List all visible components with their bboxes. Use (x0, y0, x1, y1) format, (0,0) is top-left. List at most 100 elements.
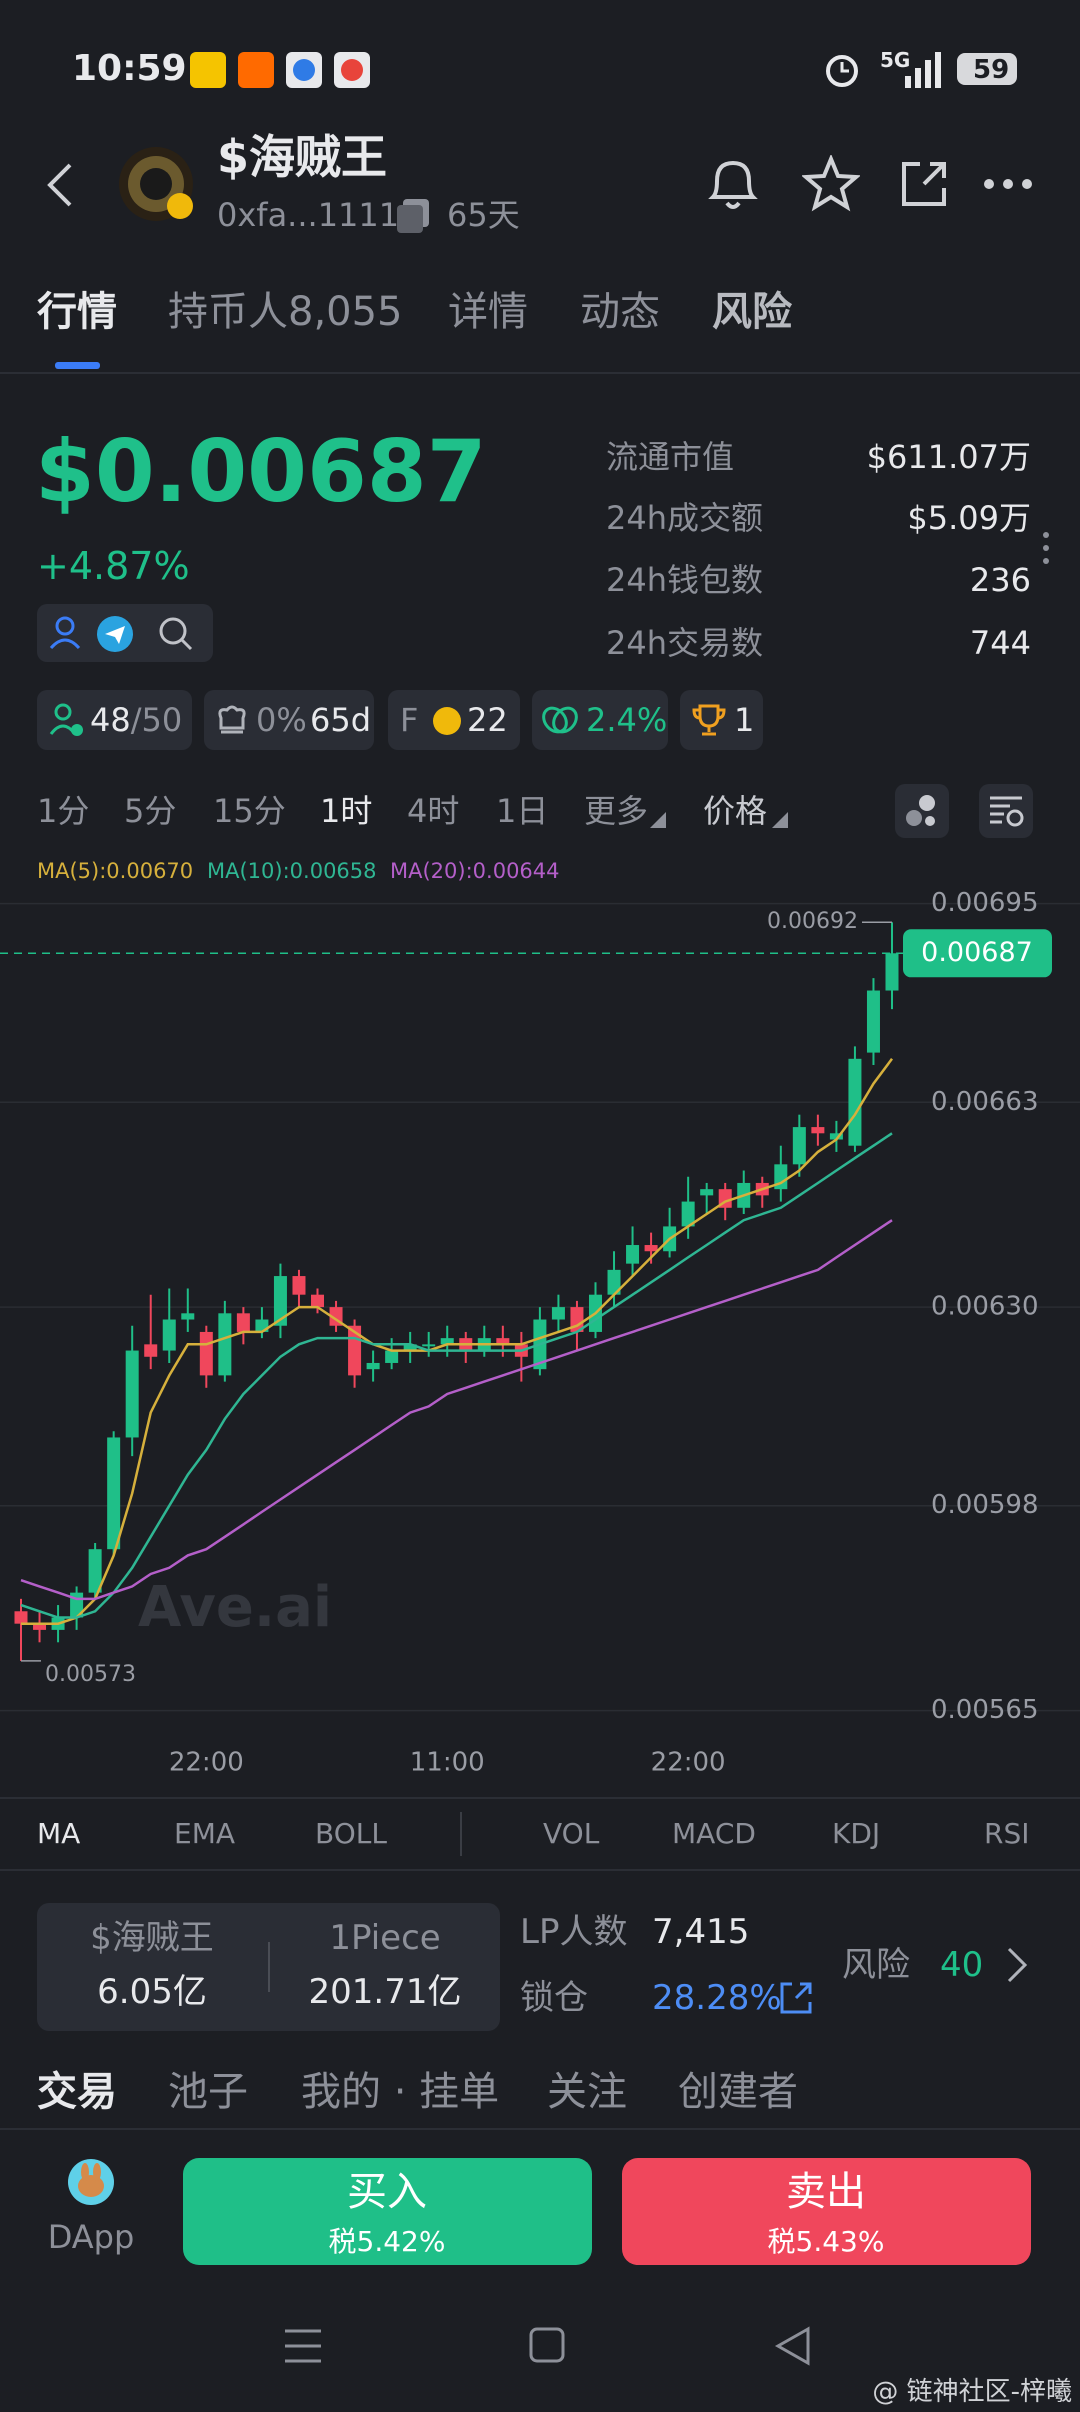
holders-max: /50 (130, 701, 183, 739)
candle-body (88, 1549, 102, 1593)
interval[interactable]: 1分 (37, 792, 90, 830)
more-icon[interactable] (983, 174, 1035, 194)
external-link-icon[interactable] (778, 1980, 814, 2016)
stat-label: 24h成交额 (606, 499, 764, 537)
x-tick-label: 22:00 (651, 1748, 726, 1778)
divider (0, 1797, 1080, 1799)
buy-tax: 税5.42% (328, 2225, 446, 2258)
candle-body (681, 1201, 695, 1227)
dropdown-arrow (772, 812, 788, 828)
bottom-tab[interactable]: 池子 (168, 2069, 248, 2115)
battery (957, 53, 1017, 85)
candle-body (14, 1611, 28, 1624)
legend-entry: MA(5):0.00670 (37, 859, 193, 883)
separator (268, 1942, 270, 1992)
token-age: 65天 (447, 196, 520, 234)
candle-body (366, 1362, 380, 1370)
settings-icon (990, 796, 1024, 827)
tool-button[interactable] (895, 784, 949, 838)
legend-entry: MA(10):0.00658 (207, 859, 377, 883)
settings-button[interactable] (979, 784, 1033, 838)
last-price-tag (903, 929, 1052, 978)
indicator[interactable]: EMA (174, 1817, 236, 1850)
tab[interactable]: 风险 (712, 289, 792, 335)
stat-value: 744 (969, 624, 1031, 662)
y-tick-label: 0.00598 (931, 1490, 1039, 1520)
copy-icon[interactable] (395, 197, 435, 237)
lock-label: 锁仓 (520, 1978, 588, 2018)
interval[interactable]: 4时 (407, 792, 460, 830)
star-icon[interactable] (802, 155, 860, 213)
candle-body (848, 1058, 862, 1146)
tab[interactable]: 行情 (37, 289, 117, 335)
lock-pct[interactable]: 28.28% (652, 1978, 782, 2018)
status-time: 10:59 (72, 48, 187, 89)
tab[interactable]: 动态 (580, 289, 660, 335)
risk-score: 40 (940, 1945, 984, 1985)
candle-body (885, 953, 899, 991)
indicator[interactable]: MACD (672, 1817, 756, 1850)
separator (460, 1812, 462, 1856)
social-icons[interactable] (45, 612, 205, 656)
battery-level: 59 (973, 55, 1010, 85)
bottom-tab[interactable]: 我的 · 挂单 (301, 2069, 500, 2115)
divider (0, 372, 1080, 374)
interval[interactable]: 15分 (213, 792, 286, 830)
candle-body (236, 1313, 250, 1332)
last-price-label: 0.00687 (921, 937, 1033, 968)
tab[interactable]: 持币人8,055 (168, 289, 403, 335)
badge-age: 65d (310, 701, 372, 739)
candle-body (199, 1331, 213, 1376)
price: $0.00687 (35, 422, 487, 522)
bottom-tab[interactable]: 关注 (547, 2069, 627, 2115)
indicator[interactable]: BOLL (315, 1817, 387, 1850)
ma-line (20, 1132, 893, 1619)
vertical-dots[interactable] (1040, 530, 1052, 570)
stat-label: 24h交易数 (606, 624, 764, 662)
interval[interactable]: 1时 (320, 792, 373, 830)
badge-value: 48/50 (90, 704, 182, 736)
tab-indicator (55, 362, 100, 369)
indicator[interactable]: VOL (543, 1817, 600, 1850)
token-title: $海贼王 (217, 130, 388, 184)
f-count: 22 (467, 701, 508, 739)
bottom-tab[interactable]: 创建者 (678, 2069, 798, 2115)
x-tick-label: 11:00 (410, 1748, 485, 1778)
holder-icon (49, 703, 83, 736)
bottom-tab[interactable]: 交易 (37, 2069, 117, 2115)
pool-amount: 6.05亿 (97, 1972, 207, 2012)
tool-icon (906, 795, 935, 826)
tab[interactable]: 详情 (448, 289, 528, 335)
candle-body (218, 1313, 232, 1376)
dropdown-arrow (650, 812, 666, 828)
candle-body (422, 1344, 436, 1347)
share-icon[interactable] (898, 158, 950, 210)
bell-icon[interactable] (705, 155, 761, 215)
holders: 48 (90, 701, 131, 739)
stat-value: $5.09万 (907, 499, 1031, 537)
indicator[interactable]: RSI (984, 1817, 1030, 1850)
interval[interactable]: 价格 (703, 792, 768, 830)
indicator[interactable]: KDJ (832, 1817, 881, 1850)
candle-body (107, 1437, 121, 1550)
signal-icon (905, 52, 941, 88)
y-tick-label: 0.00565 (931, 1695, 1039, 1725)
dapp-icon[interactable] (67, 2158, 115, 2206)
candle-body (125, 1350, 139, 1438)
candle-body (866, 990, 880, 1053)
buy-button[interactable] (183, 2158, 592, 2265)
interval[interactable]: 1日 (496, 792, 549, 830)
divider (0, 1869, 1080, 1871)
candle-body (144, 1344, 158, 1357)
lp-label: LP人数 (520, 1912, 628, 1952)
sell-button[interactable] (622, 2158, 1031, 2265)
candle-body (403, 1344, 417, 1351)
dapp-label[interactable]: DApp (47, 2218, 135, 2256)
interval[interactable]: 更多 (584, 792, 649, 830)
back-button[interactable] (40, 160, 80, 210)
candle-body (440, 1338, 454, 1345)
indicator[interactable]: MA (37, 1817, 81, 1850)
interval[interactable]: 5分 (124, 792, 177, 830)
chevron[interactable] (1005, 1945, 1029, 1985)
